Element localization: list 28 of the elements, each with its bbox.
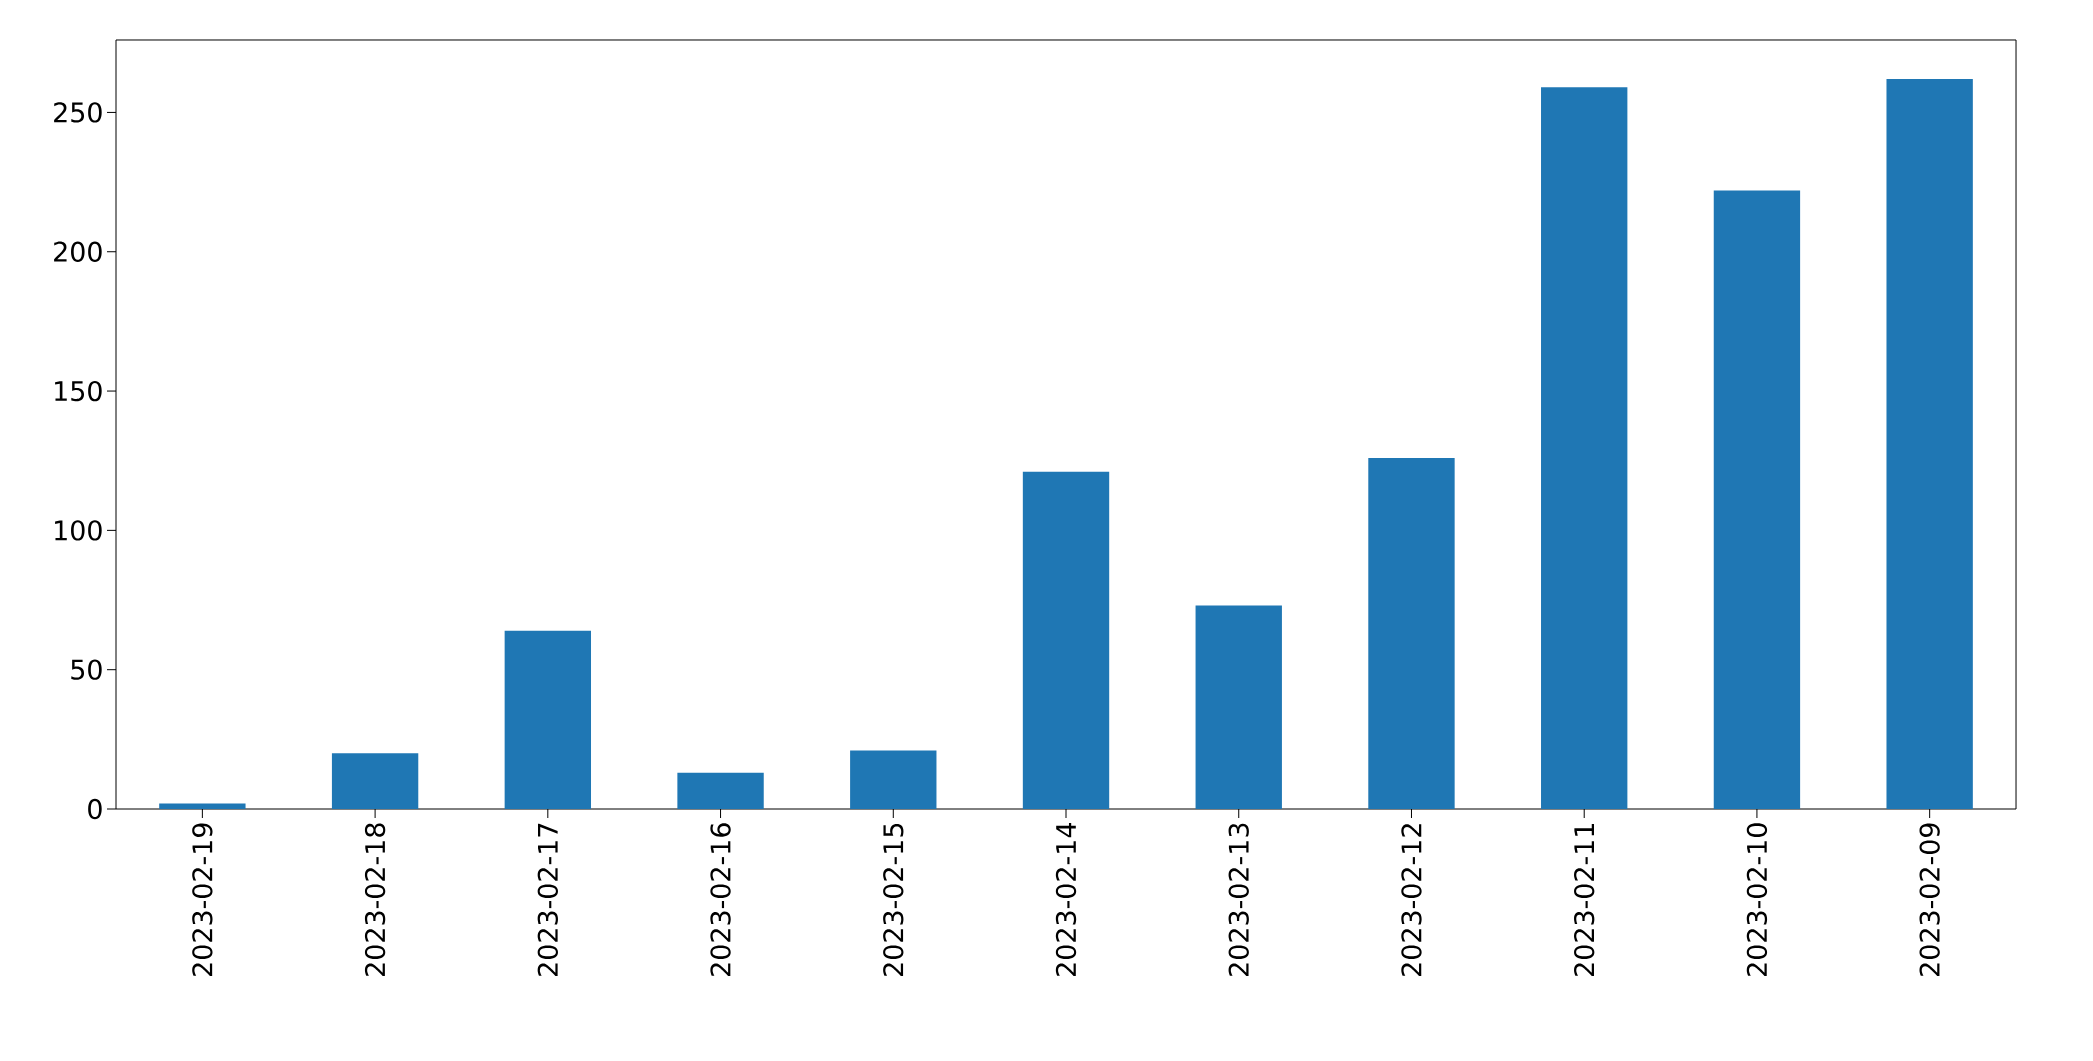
x-tick-label: 2023-02-16 xyxy=(710,823,731,976)
x-tick-label: 2023-02-09 xyxy=(1919,823,1940,976)
y-tick-label: 0 xyxy=(88,798,102,820)
bar xyxy=(1541,87,1628,809)
y-tick-label: 200 xyxy=(54,241,102,262)
bar xyxy=(850,750,937,809)
x-tick-label: 2023-02-19 xyxy=(192,823,213,976)
bar xyxy=(1886,79,1973,809)
x-tick-label: 2023-02-11 xyxy=(1574,824,1595,976)
bar xyxy=(677,772,764,809)
y-tick-label: 100 xyxy=(55,520,102,541)
x-tick-label: 2023-02-17 xyxy=(537,823,558,976)
bar xyxy=(1713,190,1801,809)
x-tick-label: 2023-02-10 xyxy=(1746,823,1768,976)
x-tick-label: 2023-02-14 xyxy=(1055,823,1077,976)
bar xyxy=(331,753,419,809)
x-tick-label: 2023-02-12 xyxy=(1401,824,1422,976)
x-tick-label: 2023-02-13 xyxy=(1228,823,1249,976)
y-tick-label: 250 xyxy=(54,102,102,123)
y-tick-label: 50 xyxy=(71,659,102,680)
bar xyxy=(1195,605,1282,809)
bar xyxy=(159,803,246,809)
x-tick-label: 2023-02-18 xyxy=(364,823,386,976)
bar xyxy=(1022,471,1110,809)
y-tick-label: 150 xyxy=(55,380,102,402)
bar xyxy=(1368,457,1455,809)
x-tick-label: 2023-02-15 xyxy=(883,823,904,976)
bar xyxy=(504,630,592,809)
